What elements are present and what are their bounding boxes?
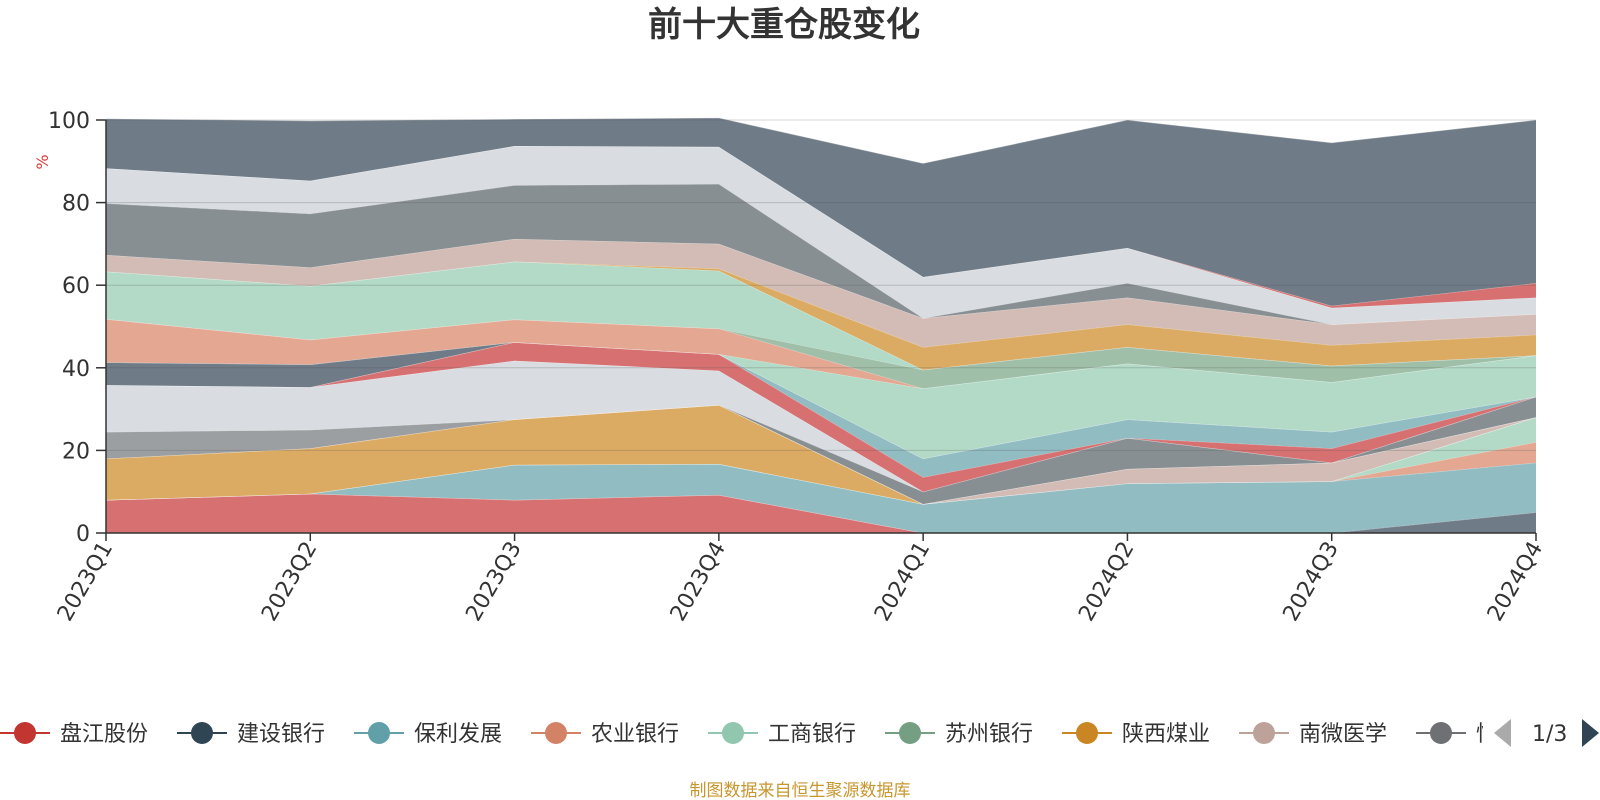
legend-item[interactable]: 盘江股份 [0,722,148,747]
legend-item[interactable]: 南微医学 [1239,722,1387,747]
y-axis-unit: % [33,154,52,169]
area-series-13 [106,342,1536,459]
legend-item[interactable]: 保利发展 [354,722,502,747]
area-series-19 [106,184,1536,325]
area-series-8 [106,396,1536,505]
area-series-18 [106,238,1536,348]
area-series-15 [106,319,1536,389]
legend-item[interactable]: 建设银行 [177,722,325,747]
legend-label: 农业银行 [591,722,679,747]
legend-marker [1253,722,1275,744]
area-series-0 [106,493,1536,533]
x-tick-label: 2024Q2 [1074,538,1139,626]
area-series-16 [106,261,1536,370]
prev-page-icon[interactable] [1494,719,1511,747]
next-page-icon[interactable] [1582,719,1599,747]
data-source-note: 制图数据来自恒生聚源数据库 [690,781,911,800]
area-series-14 [106,319,1536,389]
y-tick-label: 20 [62,439,90,464]
legend-item[interactable]: 陕西煤业 [1062,722,1210,747]
area-series-edge-22 [105,117,1537,164]
legend-marker [191,722,213,744]
legend-marker [899,722,921,744]
legend-page-indicator: 1/3 [1532,722,1567,747]
legend-label: 南微医学 [1299,722,1387,747]
legend-item[interactable]: 恒 [1416,722,1498,747]
x-tick-label: 2024Q1 [870,538,935,626]
area-series-2 [106,462,1536,533]
legend-item[interactable]: 工商银行 [708,722,856,747]
legend-label: 建设银行 [237,722,325,747]
x-tick-label: 2023Q4 [666,538,731,626]
y-tick-label: 40 [62,357,90,382]
legend-label: 苏州银行 [945,722,1033,747]
legend-pager[interactable]: 1/3 [1494,719,1599,747]
legend-item[interactable]: 苏州银行 [885,722,1033,747]
legend-label: 陕西煤业 [1122,722,1210,747]
y-tick-label: 0 [76,522,90,547]
area-series-10 [106,342,1536,492]
area-series-edge-19 [105,183,1537,325]
legend-marker [1430,722,1452,744]
y-tick-label: 80 [62,192,90,217]
x-tick-label: 2024Q4 [1483,538,1548,626]
area-series-edge-10 [105,341,1537,478]
x-tick-label: 2023Q3 [461,538,526,626]
x-tick-label: 2023Q1 [53,538,118,626]
area-layers [105,117,1537,534]
legend-marker [14,722,36,744]
x-tick-label: 2023Q2 [257,538,322,626]
y-tick-label: 60 [62,274,90,299]
area-series-20 [106,146,1536,325]
area-series-9 [106,360,1536,492]
legend-label: 保利发展 [414,722,502,747]
legend-item[interactable]: 农业银行 [531,722,679,747]
legend-label: 工商银行 [768,722,856,747]
area-series-22 [106,117,1536,306]
area-series-17 [106,261,1536,370]
area-series-6 [106,404,1536,505]
legend-marker [1076,722,1098,744]
area-series-11 [106,342,1536,478]
legend[interactable]: 盘江股份 建设银行 保利发展 农业银行 工商银行 苏州银行 陕西煤业 南微医学 恒 [0,722,1498,747]
area-series-edge-18 [105,238,1537,325]
legend-marker [722,722,744,744]
x-tick-label: 2024Q3 [1279,538,1344,626]
y-tick-label: 100 [48,109,90,134]
legend-label: 盘江股份 [60,722,148,747]
area-series-edge-17 [105,261,1537,348]
chart-title: 前十大重仓股变化 [648,5,920,45]
legend-label: 恒 [1476,722,1498,747]
grid-lines [106,119,1536,451]
legend-marker [368,722,390,744]
legend-marker [545,722,567,744]
area-series-1 [106,493,1536,533]
